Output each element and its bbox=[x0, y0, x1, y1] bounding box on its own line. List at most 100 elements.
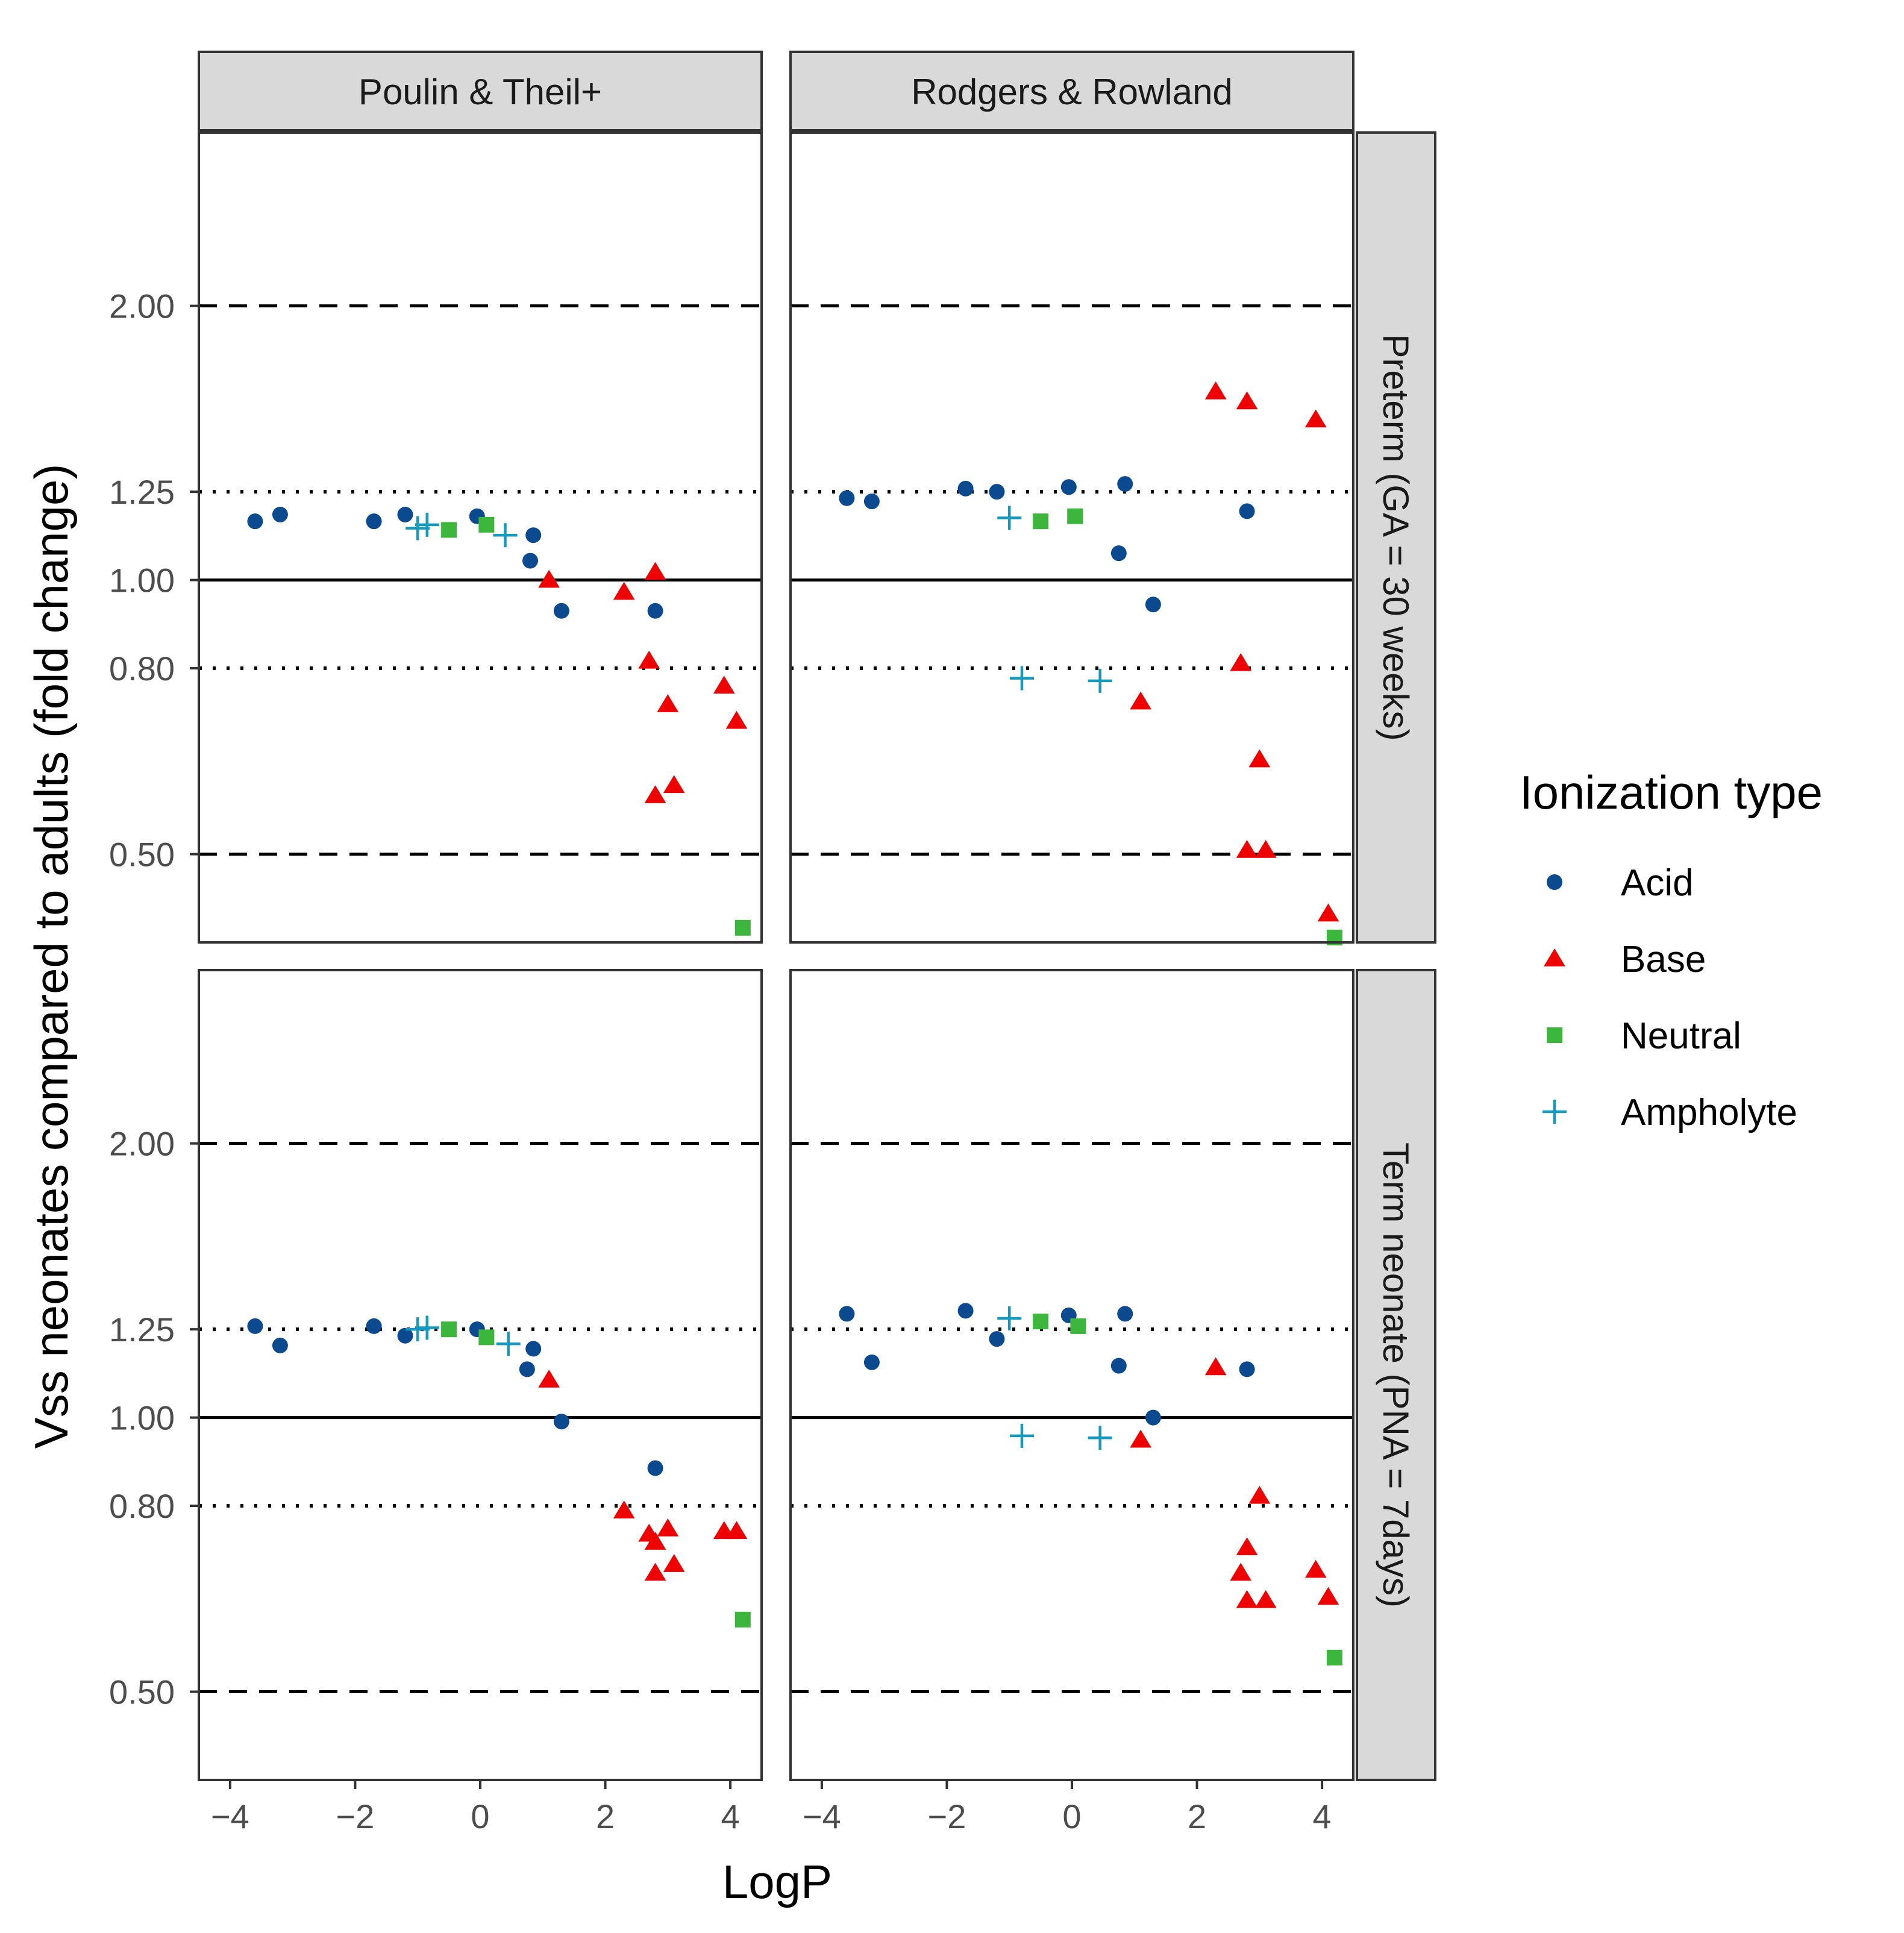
point-ampholyte-1 bbox=[415, 1315, 439, 1340]
point-base-4 bbox=[657, 694, 679, 712]
point-neutral-1 bbox=[1070, 1318, 1086, 1334]
point-base-8 bbox=[725, 710, 748, 729]
column-strip-rodgers: Rodgers & Rowland bbox=[789, 51, 1354, 131]
point-neutral-2 bbox=[734, 1611, 751, 1628]
x-tick-label: 2 bbox=[1188, 1797, 1206, 1835]
point-acid-2 bbox=[957, 480, 974, 497]
point-acid-8 bbox=[1239, 503, 1255, 519]
point-acid-5 bbox=[519, 1361, 535, 1377]
point-base-6 bbox=[1236, 840, 1258, 858]
point-acid-8 bbox=[647, 1460, 663, 1476]
column-strip-rodgers-bg bbox=[789, 51, 1354, 131]
legend-key-acid bbox=[1547, 874, 1562, 890]
point-acid-6 bbox=[525, 527, 542, 544]
point-base-1 bbox=[613, 581, 635, 600]
point-acid-0 bbox=[247, 1318, 263, 1334]
point-base-2 bbox=[1304, 409, 1327, 428]
point-ampholyte-1 bbox=[415, 512, 439, 537]
point-base-0 bbox=[538, 569, 560, 588]
point-base-1 bbox=[1236, 391, 1258, 410]
point-ampholyte-0 bbox=[997, 506, 1022, 530]
x-tick-label: −4 bbox=[803, 1797, 841, 1835]
legend: Ionization type Acid Base Neutral Ampholyte bbox=[1520, 766, 1823, 1133]
legend-key-base bbox=[1544, 948, 1565, 966]
point-base-8 bbox=[1317, 1587, 1339, 1605]
y-tick-label: 2.00 bbox=[109, 1125, 175, 1163]
x-axis-poulin: −4 −2 0 2 4 bbox=[211, 1780, 740, 1835]
legend-label-ampholyte: Ampholyte bbox=[1621, 1092, 1797, 1133]
point-ampholyte-1 bbox=[1009, 1423, 1034, 1448]
point-base-7 bbox=[713, 675, 735, 694]
x-tick-label: −2 bbox=[928, 1797, 966, 1835]
row-strip-term: Term neonate (PNA = 7days) bbox=[1356, 969, 1436, 1781]
point-base-1 bbox=[1130, 1429, 1152, 1448]
point-base-3 bbox=[1230, 653, 1252, 671]
point-base-6 bbox=[663, 775, 685, 794]
y-tick-label: 1.25 bbox=[109, 473, 175, 511]
point-acid-3 bbox=[397, 1327, 413, 1344]
point-base-0 bbox=[1204, 381, 1227, 399]
y-tick-label: 1.00 bbox=[109, 562, 175, 600]
point-base-1 bbox=[613, 1500, 635, 1519]
point-neutral-1 bbox=[478, 1329, 495, 1346]
point-base-6 bbox=[663, 1554, 685, 1572]
y-tick-label: 0.50 bbox=[109, 1673, 175, 1711]
legend-label-acid: Acid bbox=[1621, 862, 1694, 904]
point-base-4 bbox=[1230, 1562, 1252, 1581]
point-acid-3 bbox=[989, 484, 1005, 500]
point-acid-2 bbox=[366, 513, 382, 530]
point-acid-0 bbox=[839, 1306, 855, 1322]
point-acid-1 bbox=[272, 1337, 288, 1353]
x-tick-label: 2 bbox=[596, 1797, 615, 1835]
point-neutral-0 bbox=[441, 522, 457, 538]
x-tick-label: −4 bbox=[211, 1797, 249, 1835]
point-neutral-0 bbox=[441, 1321, 457, 1338]
x-tick-label: 0 bbox=[471, 1797, 489, 1835]
panel-border bbox=[789, 131, 1354, 944]
legend-key-ampholyte bbox=[1542, 1100, 1567, 1124]
point-base-3 bbox=[638, 650, 660, 669]
point-base-2 bbox=[644, 562, 666, 580]
panel-preterm-rodgers bbox=[789, 131, 1354, 945]
point-base-7 bbox=[1254, 1590, 1277, 1608]
point-acid-3 bbox=[397, 506, 413, 522]
point-base-3 bbox=[644, 1532, 666, 1550]
panel-border bbox=[198, 131, 763, 944]
y-axis-preterm: 0.50 0.80 1.00 1.25 2.00 bbox=[109, 287, 199, 874]
point-base-7 bbox=[1254, 840, 1277, 858]
point-neutral-0 bbox=[1033, 513, 1049, 530]
point-ampholyte-2 bbox=[1088, 668, 1112, 693]
point-ampholyte-0 bbox=[997, 1306, 1022, 1331]
point-neutral-2 bbox=[1326, 1649, 1342, 1665]
point-base-5 bbox=[1248, 749, 1271, 768]
point-acid-1 bbox=[863, 493, 880, 510]
point-acid-5 bbox=[522, 553, 539, 569]
point-base-8 bbox=[1317, 903, 1339, 922]
point-base-0 bbox=[1204, 1357, 1227, 1376]
point-base-6 bbox=[1236, 1590, 1258, 1608]
column-strip-poulin-label: Poulin & Theil+ bbox=[359, 72, 602, 112]
point-ampholyte-2 bbox=[493, 523, 518, 548]
point-neutral-1 bbox=[478, 516, 495, 533]
point-acid-8 bbox=[647, 603, 663, 619]
point-acid-6 bbox=[1117, 476, 1133, 492]
y-tick-label: 1.25 bbox=[109, 1311, 175, 1349]
row-strip-term-bg bbox=[1356, 969, 1436, 1781]
point-acid-6 bbox=[1117, 1306, 1133, 1322]
point-base-5 bbox=[1304, 1559, 1327, 1578]
point-base-8 bbox=[725, 1521, 748, 1540]
point-acid-2 bbox=[957, 1303, 974, 1319]
point-acid-1 bbox=[272, 506, 288, 522]
point-acid-4 bbox=[1060, 479, 1077, 495]
point-acid-8 bbox=[1239, 1361, 1255, 1377]
y-tick-label: 1.00 bbox=[109, 1399, 175, 1437]
row-strip-preterm-label: Preterm (GA = 30 weeks) bbox=[1376, 334, 1416, 741]
row-strip-preterm: Preterm (GA = 30 weeks) bbox=[1356, 131, 1436, 944]
point-acid-7 bbox=[1145, 597, 1161, 613]
point-neutral-2 bbox=[734, 920, 751, 936]
x-tick-label: −2 bbox=[336, 1797, 375, 1835]
point-acid-6 bbox=[525, 1341, 542, 1357]
x-axis-title: LogP bbox=[722, 1855, 832, 1908]
x-tick-label: 4 bbox=[721, 1797, 740, 1835]
